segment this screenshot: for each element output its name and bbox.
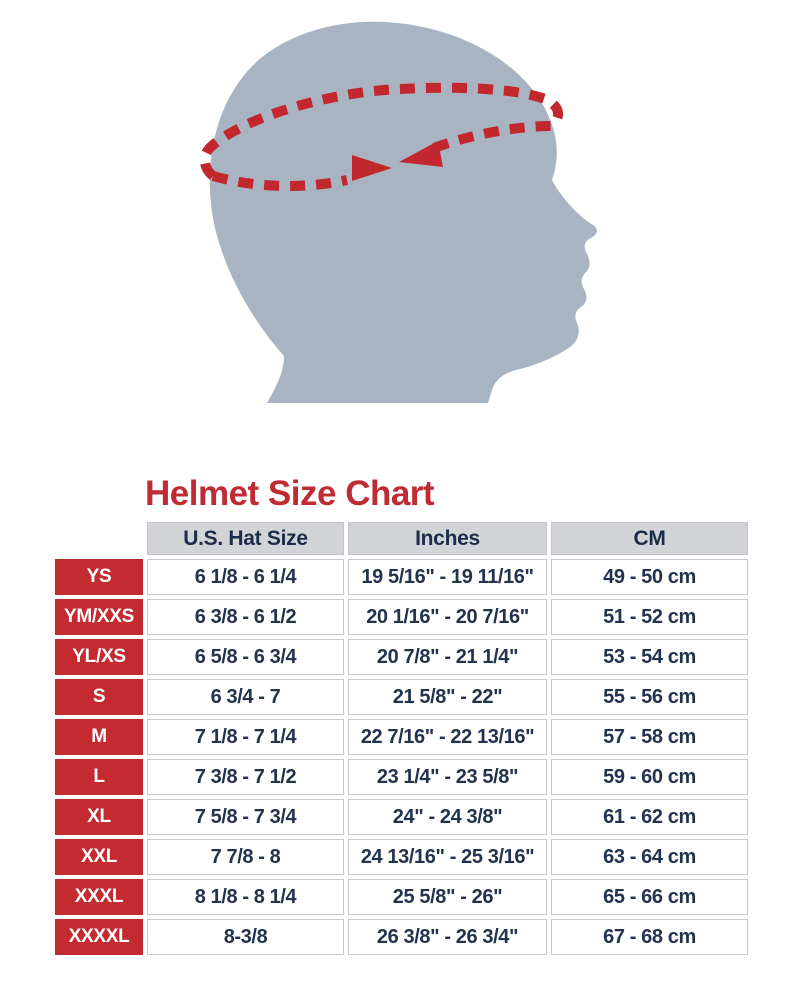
size-value-cell: 7 5/8 - 7 3/4 xyxy=(147,799,344,835)
size-value-cell: 49 - 50 cm xyxy=(551,559,748,595)
size-value-cell: 67 - 68 cm xyxy=(551,919,748,955)
size-table-body: YS 6 1/8 - 6 1/4 19 5/16" - 19 11/16" 49 - … xyxy=(55,559,748,955)
size-label-cell: YS xyxy=(55,559,143,595)
size-label-cell: XXXXL xyxy=(55,919,143,955)
size-label-cell: M xyxy=(55,719,143,755)
size-label-cell: XXL xyxy=(55,839,143,875)
head-silhouette-shape xyxy=(209,21,597,403)
size-value-cell: 22 7/16" - 22 13/16" xyxy=(348,719,547,755)
size-value-cell: 51 - 52 cm xyxy=(551,599,748,635)
size-value-cell: 20 7/8" - 21 1/4" xyxy=(348,639,547,675)
size-value-cell: 6 3/8 - 6 1/2 xyxy=(147,599,344,635)
size-value-cell: 24" - 24 3/8" xyxy=(348,799,547,835)
size-value-cell: 26 3/8" - 26 3/4" xyxy=(348,919,547,955)
header-corner-cell xyxy=(55,522,143,555)
measuring-tape-lower-arc xyxy=(211,171,349,191)
size-value-cell: 53 - 54 cm xyxy=(551,639,748,675)
table-row: XXXXL 8-3/8 26 3/8" - 26 3/4" 67 - 68 cm xyxy=(55,919,748,955)
table-row: XXXL 8 1/8 - 8 1/4 25 5/8" - 26" 65 - 66 cm xyxy=(55,879,748,915)
table-row: YM/XXS 6 3/8 - 6 1/2 20 1/16" - 20 7/16" 51… xyxy=(55,599,748,635)
size-value-cell: 7 7/8 - 8 xyxy=(147,839,344,875)
size-value-cell: 6 3/4 - 7 xyxy=(147,679,344,715)
size-label-cell: XXXL xyxy=(55,879,143,915)
measuring-tape-arrow-right-icon xyxy=(399,141,443,167)
size-value-cell: 61 - 62 cm xyxy=(551,799,748,835)
size-value-cell: 57 - 58 cm xyxy=(551,719,748,755)
table-row: XXL 7 7/8 - 8 24 13/16" - 25 3/16" 63 - 64 … xyxy=(55,839,748,875)
size-value-cell: 63 - 64 cm xyxy=(551,839,748,875)
size-value-cell: 6 5/8 - 6 3/4 xyxy=(147,639,344,675)
header-cm: CM xyxy=(551,522,748,555)
size-label-cell: XL xyxy=(55,799,143,835)
chart-title: Helmet Size Chart xyxy=(145,474,435,513)
size-value-cell: 23 1/4" - 23 5/8" xyxy=(348,759,547,795)
size-value-cell: 6 1/8 - 6 1/4 xyxy=(147,559,344,595)
size-value-cell: 8-3/8 xyxy=(147,919,344,955)
head-measurement-illustration xyxy=(199,21,597,403)
size-value-cell: 24 13/16" - 25 3/16" xyxy=(348,839,547,875)
size-value-cell: 19 5/16" - 19 11/16" xyxy=(348,559,547,595)
size-label-cell: S xyxy=(55,679,143,715)
size-value-cell: 7 1/8 - 7 1/4 xyxy=(147,719,344,755)
table-row: YL/XS 6 5/8 - 6 3/4 20 7/8" - 21 1/4" 53 - … xyxy=(55,639,748,675)
size-value-cell: 25 5/8" - 26" xyxy=(348,879,547,915)
size-label-cell: YL/XS xyxy=(55,639,143,675)
size-value-cell: 7 3/8 - 7 1/2 xyxy=(147,759,344,795)
size-value-cell: 21 5/8" - 22" xyxy=(348,679,547,715)
table-row: YS 6 1/8 - 6 1/4 19 5/16" - 19 11/16" 49 - … xyxy=(55,559,748,595)
table-row: XL 7 5/8 - 7 3/4 24" - 24 3/8" 61 - 62 cm xyxy=(55,799,748,835)
header-row: U.S. Hat Size Inches CM xyxy=(55,522,748,555)
size-value-cell: 20 1/16" - 20 7/16" xyxy=(348,599,547,635)
measuring-tape-arrow-left-icon xyxy=(352,155,392,181)
header-us-hat-size: U.S. Hat Size xyxy=(147,522,344,555)
helmet-size-table: U.S. Hat Size Inches CM YS 6 1/8 - 6 1/4 1… xyxy=(51,518,752,959)
measuring-tape-upper-arc xyxy=(199,82,564,180)
size-table-header: U.S. Hat Size Inches CM xyxy=(55,522,748,555)
size-label-cell: YM/XXS xyxy=(55,599,143,635)
header-inches: Inches xyxy=(348,522,547,555)
size-value-cell: 59 - 60 cm xyxy=(551,759,748,795)
size-value-cell: 8 1/8 - 8 1/4 xyxy=(147,879,344,915)
size-label-cell: L xyxy=(55,759,143,795)
size-value-cell: 55 - 56 cm xyxy=(551,679,748,715)
size-value-cell: 65 - 66 cm xyxy=(551,879,748,915)
